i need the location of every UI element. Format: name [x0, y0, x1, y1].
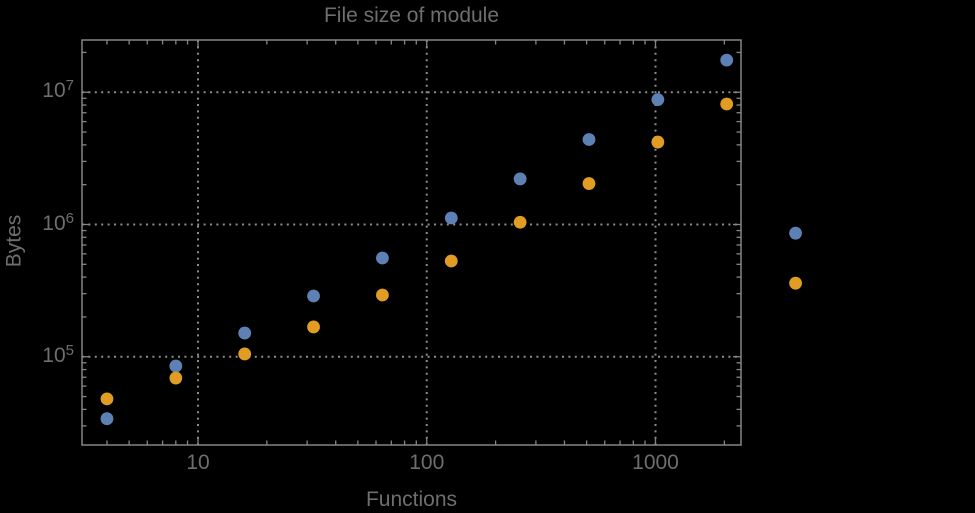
data-point-blue: [238, 326, 252, 340]
data-point-blue: [720, 53, 734, 67]
data-point-blue: [513, 172, 527, 186]
data-point-blue: [307, 289, 320, 303]
data-point-orange: [789, 276, 802, 290]
data-point-orange: [100, 392, 114, 406]
data-point-orange: [720, 97, 734, 111]
data-point-blue: [789, 226, 802, 240]
data-point-orange: [444, 254, 458, 268]
data-point-blue: [100, 412, 114, 426]
plot-frame: [81, 39, 742, 446]
data-point-blue: [651, 93, 665, 106]
data-point-blue: [169, 359, 183, 373]
data-point-orange: [238, 347, 252, 361]
data-point-blue: [444, 211, 458, 225]
data-point-orange: [169, 371, 183, 385]
data-point-orange: [513, 215, 527, 229]
data-point-orange: [376, 288, 389, 302]
data-point-orange: [582, 177, 596, 190]
data-point-blue: [376, 251, 389, 265]
data-point-blue: [582, 133, 596, 146]
data-point-orange: [651, 135, 665, 149]
data-point-orange: [307, 320, 320, 334]
